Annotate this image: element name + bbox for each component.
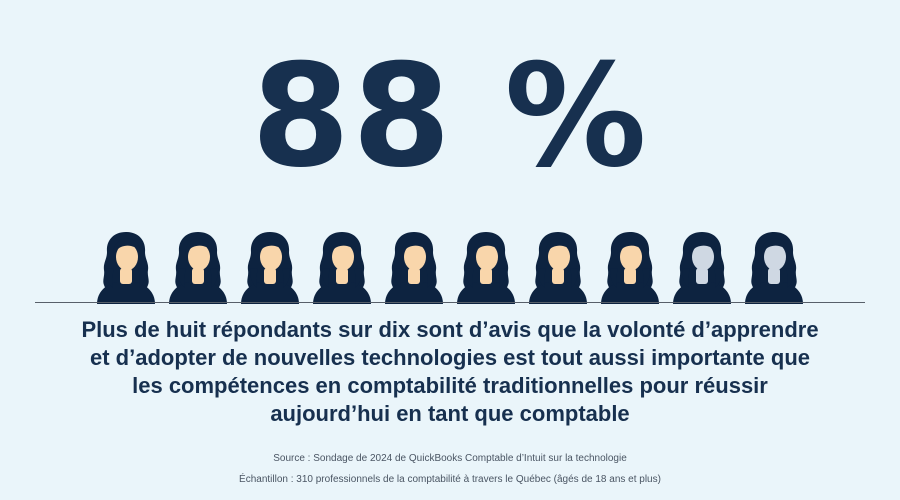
person-icon	[455, 228, 517, 304]
footnotes: Source : Sondage de 2024 de QuickBooks C…	[0, 448, 900, 490]
person-icon	[239, 228, 301, 304]
person-icon	[527, 228, 589, 304]
person-icon-row	[95, 228, 815, 304]
headline-statistic: 88 %	[251, 34, 649, 199]
sample-note: Échantillon : 310 professionnels de la c…	[239, 474, 661, 485]
divider-line	[35, 302, 865, 303]
person-icon	[743, 228, 805, 304]
person-icon	[167, 228, 229, 304]
person-icon	[95, 228, 157, 304]
source-note: Source : Sondage de 2024 de QuickBooks C…	[273, 453, 627, 464]
person-icon	[671, 228, 733, 304]
person-icon	[311, 228, 373, 304]
statistic-description: Plus de huit répondants sur dix sont d’a…	[81, 317, 819, 426]
person-icon	[383, 228, 445, 304]
person-icon	[599, 228, 661, 304]
